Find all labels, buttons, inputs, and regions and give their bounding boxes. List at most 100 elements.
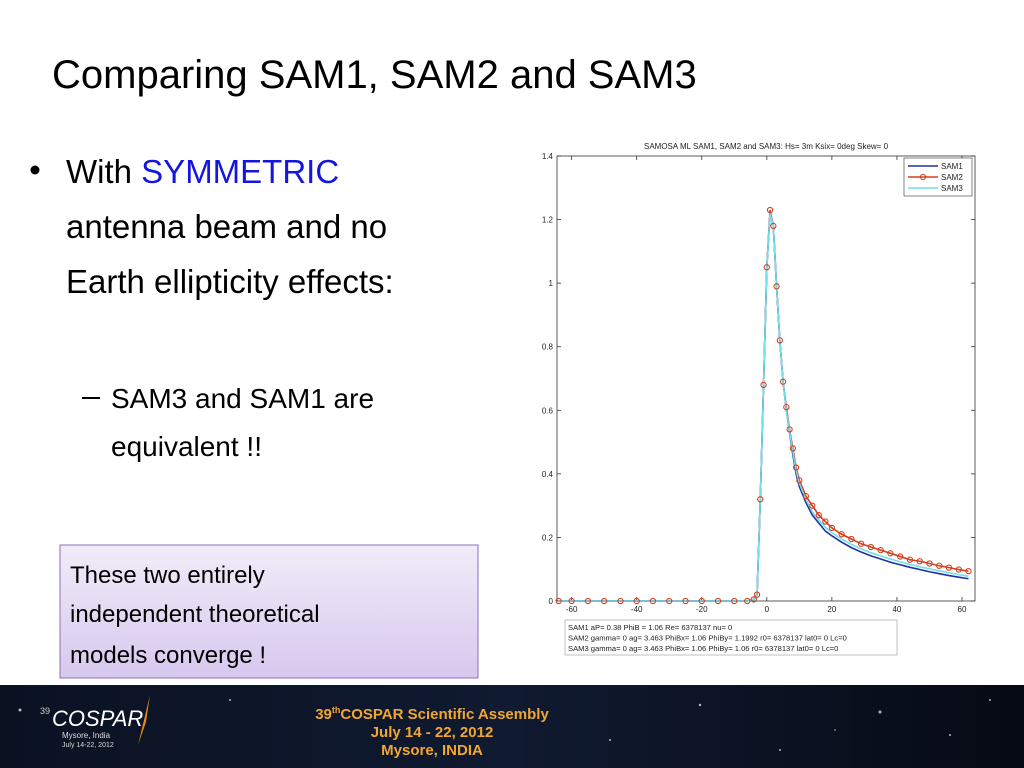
- annotation: SAM1 aP= 0.38 PhiB = 1.06 Re= 6378137 nu…: [568, 623, 732, 632]
- bullet-dot: [30, 165, 40, 175]
- assembly: 39thCOSPAR Scientific Assembly: [315, 705, 549, 723]
- annotation-box: [564, 619, 898, 656]
- series-marker: [766, 206, 774, 214]
- stars: [18, 699, 991, 751]
- series-marker: [779, 378, 787, 385]
- bullet-highlight: SYMMETRIC: [141, 153, 339, 190]
- logo-dates: July 14-22, 2012: [62, 742, 114, 749]
- x-tick-label: -40: [631, 605, 643, 614]
- series-marker: [848, 535, 855, 543]
- series-marker: [601, 597, 608, 605]
- series-marker: [897, 553, 904, 560]
- series-marker: [887, 550, 894, 557]
- logo-number: 39: [40, 706, 50, 716]
- series-marker: [584, 597, 592, 605]
- series-marker: [555, 597, 562, 605]
- series-marker: [773, 283, 780, 290]
- series-marker: [763, 264, 770, 271]
- series-marker: [744, 597, 751, 605]
- bullet-line: With SYMMETRIC: [66, 153, 339, 190]
- assembly-number: 39: [315, 706, 332, 723]
- sub-bullet-line: equivalent !!: [111, 431, 262, 462]
- series-marker: [649, 597, 657, 605]
- y-tick-label: 1: [549, 279, 554, 288]
- series-marker: [757, 496, 764, 503]
- x-tick-label: -60: [566, 605, 578, 614]
- series-marker: [926, 560, 933, 567]
- series-marker: [731, 597, 738, 605]
- callout-box: [59, 544, 479, 679]
- assembly-suffix: th: [332, 705, 341, 715]
- series-marker: [802, 492, 809, 500]
- callout-line: These two entirely: [70, 562, 265, 589]
- series-marker: [750, 596, 757, 603]
- series-marker: [945, 564, 953, 571]
- y-tick-label: 0.4: [542, 470, 554, 479]
- series-marker: [838, 531, 845, 538]
- series-marker: [633, 597, 640, 605]
- series-marker: [682, 597, 689, 605]
- x-tick-label: 20: [827, 605, 836, 614]
- assembly-dates: July 14 - 22, 2012: [371, 724, 494, 741]
- bullet-lead: With: [66, 153, 132, 190]
- series-marker: [828, 524, 836, 532]
- series-marker: [786, 426, 793, 433]
- legend-label: SAM2: [941, 173, 963, 182]
- sub-bullet-line: SAM3 and SAM1 are: [111, 383, 374, 414]
- callout-line: models converge !: [70, 642, 266, 669]
- assembly-name: COSPAR Scientific Assembly: [340, 706, 549, 723]
- series-marker: [936, 562, 943, 569]
- plot-area: [556, 155, 976, 602]
- y-tick-label: 0.2: [542, 533, 554, 542]
- footer-band: [0, 685, 1024, 768]
- bullet-line: Earth ellipticity effects:: [66, 263, 394, 300]
- series-line: [558, 213, 969, 602]
- assembly-location: Mysore, INDIA: [381, 742, 483, 759]
- series-marker: [783, 403, 790, 411]
- x-tick-label: 0: [765, 605, 770, 614]
- logo-place: Mysore, India: [62, 731, 111, 740]
- y-tick-label: 0: [549, 597, 554, 606]
- series-marker: [815, 512, 823, 519]
- x-tick-label: 60: [958, 605, 967, 614]
- legend-label: SAM3: [941, 184, 963, 193]
- y-tick-label: 1.4: [542, 152, 554, 161]
- logo-text: COSPAR: [52, 706, 143, 731]
- series-marker: [770, 222, 777, 230]
- callout-line: independent theoretical: [70, 601, 320, 628]
- y-tick-label: 0.8: [542, 343, 554, 352]
- series-marker: [617, 597, 624, 605]
- series-marker: [857, 540, 865, 547]
- annotation: SAM2 gamma= 0 ag= 3.463 PhiBx= 1.06 PhiB…: [568, 634, 847, 643]
- legend-marker: [919, 173, 927, 181]
- x-tick-label: 40: [892, 605, 901, 614]
- series-marker: [789, 445, 796, 452]
- series-marker: [666, 597, 673, 605]
- slide-title: Comparing SAM1, SAM2 and SAM3: [52, 53, 697, 97]
- legend-label: SAM1: [941, 162, 963, 171]
- series-marker: [877, 546, 884, 554]
- series-marker: [965, 567, 972, 575]
- series-marker: [955, 566, 962, 573]
- series-marker: [809, 502, 816, 509]
- bullet-line: antenna beam and no: [66, 208, 387, 245]
- series-marker: [906, 556, 914, 563]
- series-marker: [822, 518, 829, 525]
- series-marker: [568, 597, 575, 605]
- series-marker: [698, 597, 705, 605]
- y-tick-label: 0.6: [542, 406, 554, 415]
- x-tick-label: -20: [696, 605, 708, 614]
- series-marker: [714, 597, 722, 605]
- series-marker: [916, 558, 923, 565]
- series-marker: [867, 543, 875, 551]
- series-marker: [760, 381, 767, 389]
- series-marker: [753, 591, 761, 598]
- chart-title: SAMOSA ML SAM1, SAM2 and SAM3: Hs= 3m Ks…: [644, 142, 889, 151]
- annotation: SAM3 gamma= 0 ag= 3.463 PhiBx= 1.06 PhiB…: [568, 644, 838, 653]
- logo-mark: [138, 695, 150, 745]
- series-marker: [792, 464, 800, 471]
- series-marker: [776, 337, 783, 344]
- y-tick-label: 1.2: [542, 216, 554, 225]
